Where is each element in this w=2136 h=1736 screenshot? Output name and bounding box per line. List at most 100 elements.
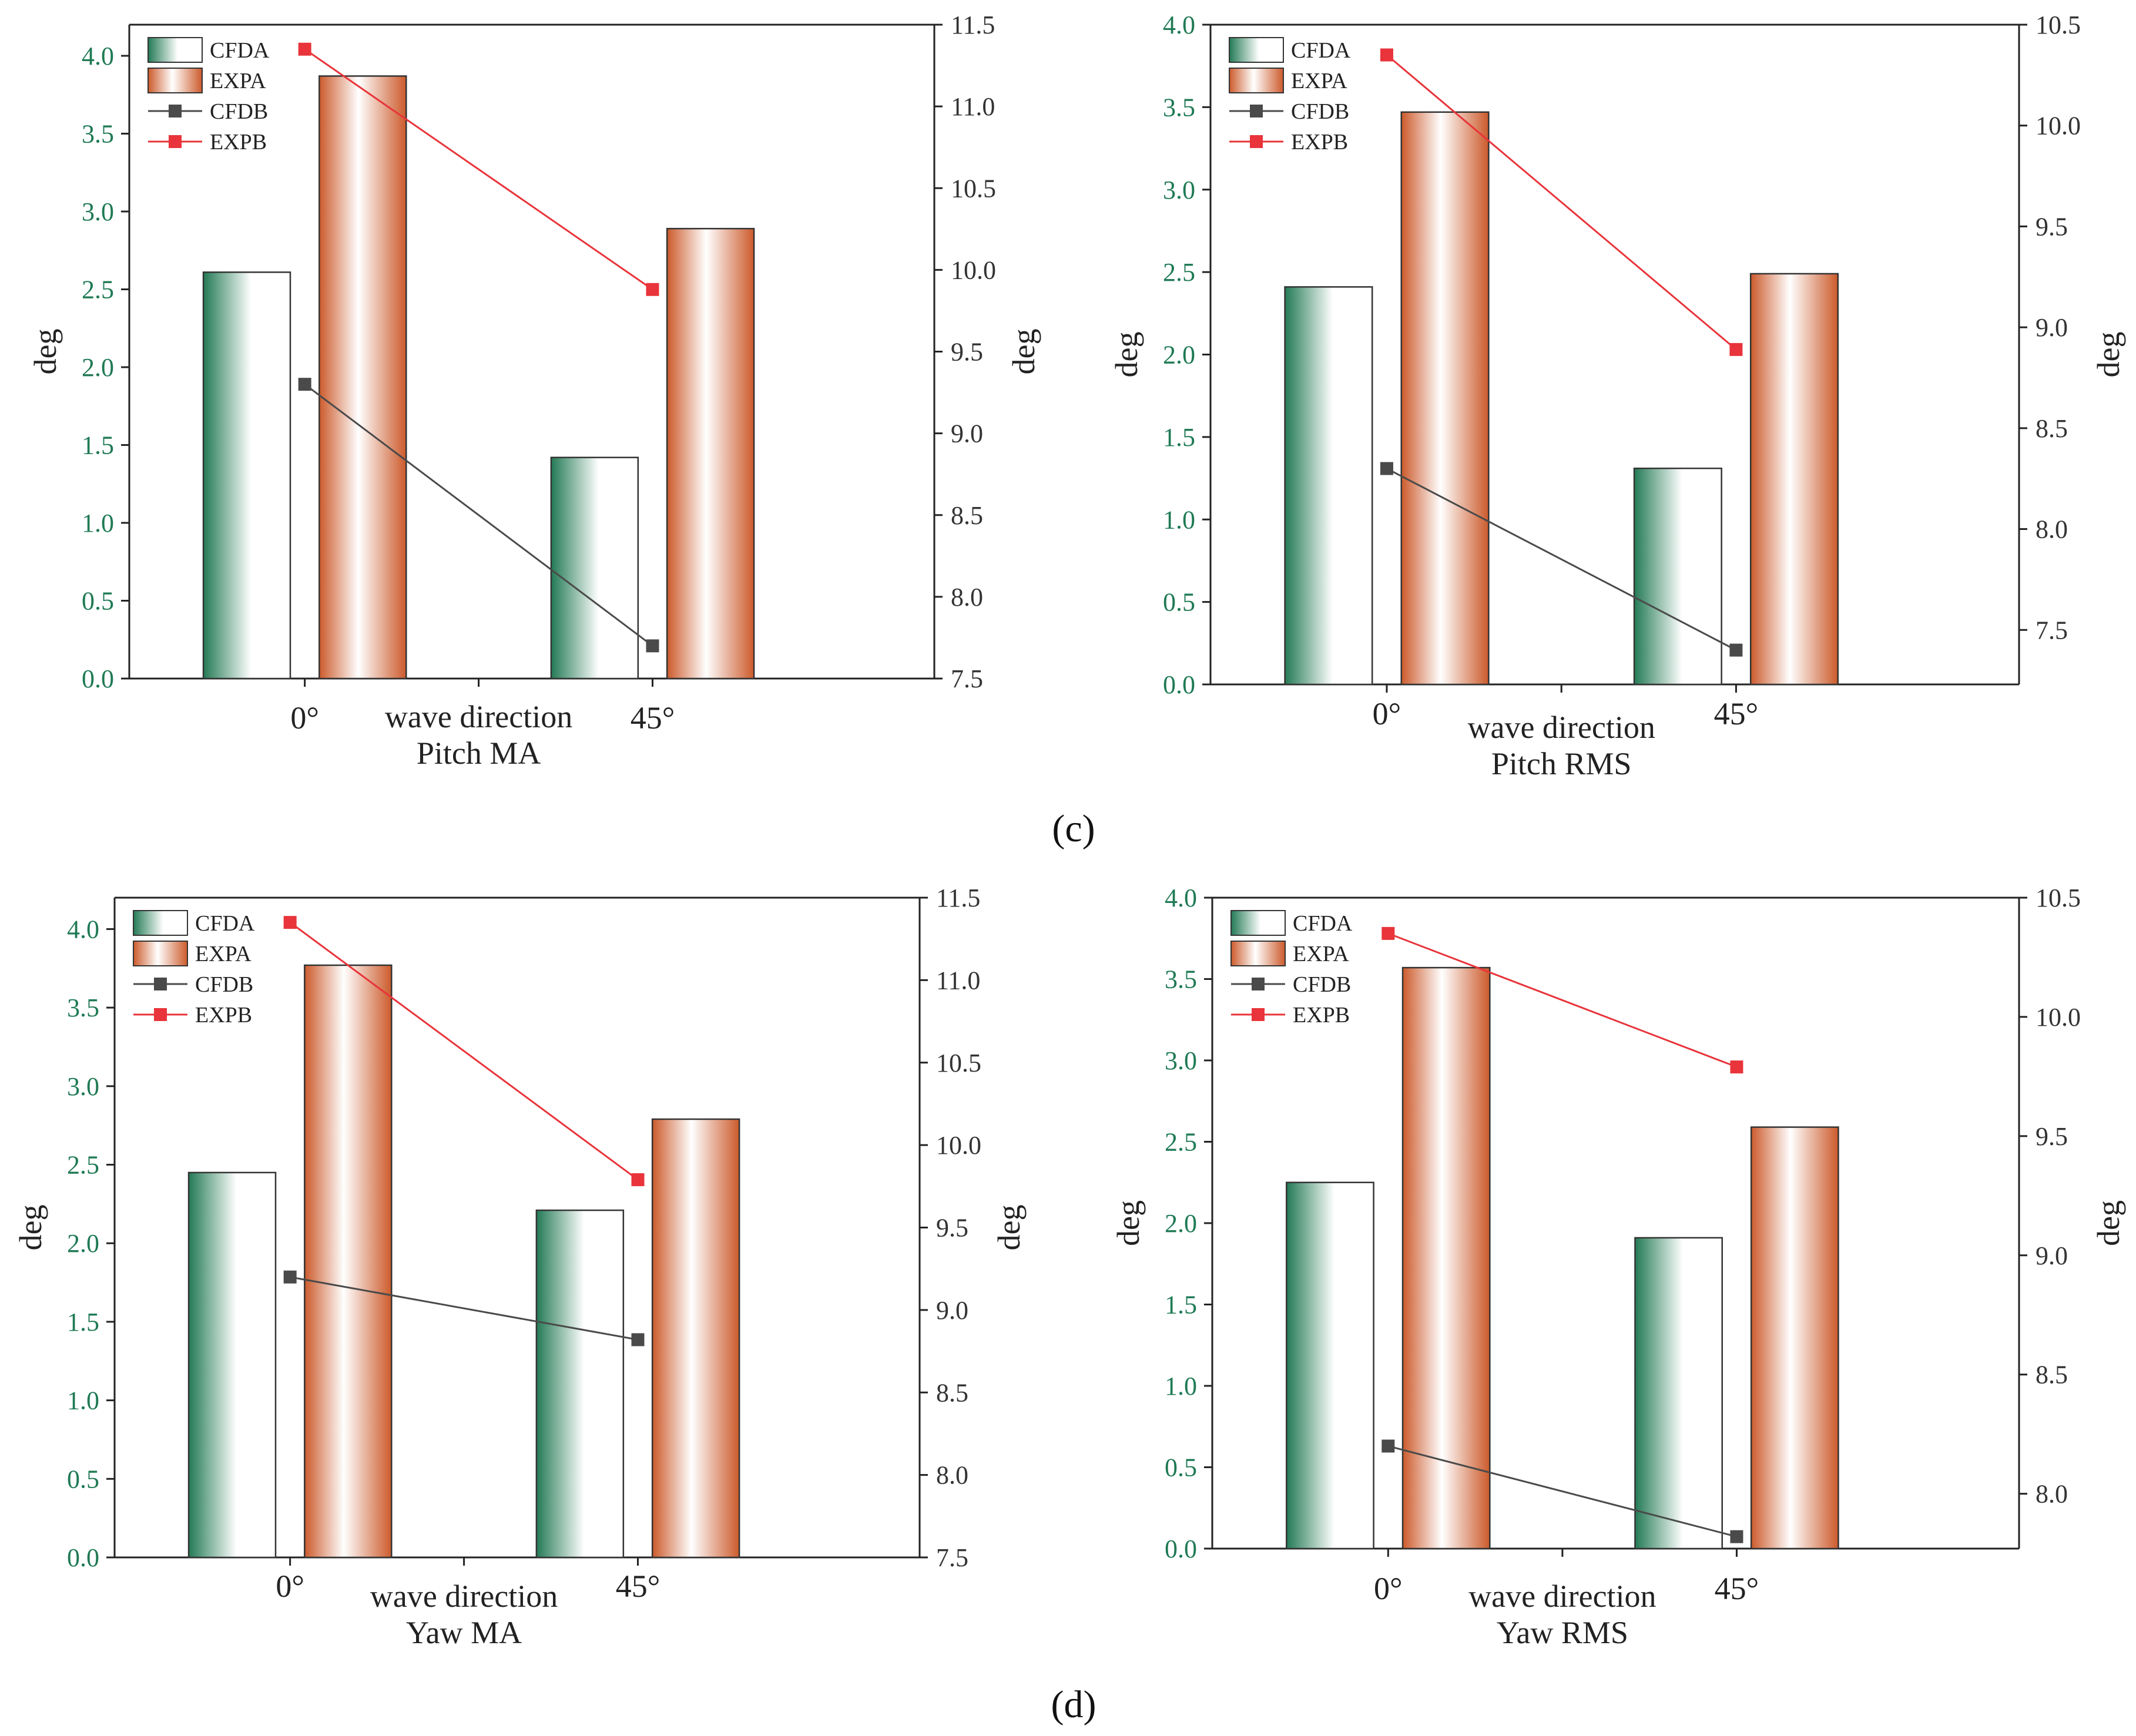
y-axis-title-right: deg xyxy=(1006,329,1041,375)
cfdb-point xyxy=(1729,643,1743,657)
right-tick-label: 9.5 xyxy=(2036,1122,2068,1151)
legend-label-expb: EXPB xyxy=(195,1003,252,1028)
right-tick-label: 9.5 xyxy=(936,1214,968,1243)
left-tick-label: 3.5 xyxy=(1165,965,1197,994)
left-tick-label: 3.5 xyxy=(1163,93,1195,122)
legend-label-cfda: CFDA xyxy=(1291,38,1351,63)
right-tick-label: 8.0 xyxy=(951,583,983,612)
right-tick-label: 9.0 xyxy=(2036,1241,2068,1270)
right-tick-label: 10.0 xyxy=(951,256,996,284)
right-tick-label: 8.5 xyxy=(951,501,983,530)
x-axis-title: wave direction xyxy=(370,1579,558,1614)
legend-swatch-cfda xyxy=(1230,910,1286,936)
category-label: 0° xyxy=(1374,1571,1403,1606)
left-tick-label: 1.5 xyxy=(1163,423,1195,452)
y-axis-title-left: deg xyxy=(1109,332,1144,378)
cfdb-point xyxy=(1730,1530,1743,1543)
left-tick-label: 2.5 xyxy=(67,1151,99,1180)
right-tick-label: 10.0 xyxy=(2036,112,2081,140)
left-tick-label: 0.5 xyxy=(82,587,114,616)
left-tick-label: 1.5 xyxy=(1165,1291,1197,1319)
panel-title: Pitch MA xyxy=(417,736,541,771)
right-tick-label: 7.5 xyxy=(936,1543,968,1572)
panel-title: Yaw RMS xyxy=(1497,1615,1628,1650)
left-tick-label: 2.0 xyxy=(82,353,114,382)
category-label: 45° xyxy=(1715,1571,1759,1606)
panel-pitch-ma: 0.0 0.5 1.0 1.5 2.0 2.5 3.0 3.5 4.0 7.5 8.0 8.5 9.0 9… xyxy=(28,11,1041,771)
legend-label-expb: EXPB xyxy=(1293,1003,1350,1028)
panel-yaw-ma: 0.0 0.5 1.0 1.5 2.0 2.5 3.0 3.5 4.0 7.5 8.0 8.5 9.0 9… xyxy=(13,884,1027,1650)
right-tick-label: 8.0 xyxy=(936,1461,968,1490)
legend-marker-expb xyxy=(154,1008,167,1021)
left-tick-label: 1.5 xyxy=(67,1308,99,1337)
right-tick-label: 10.5 xyxy=(951,174,996,203)
right-tick-label: 11.0 xyxy=(936,966,980,995)
cfda-bar xyxy=(1284,286,1373,686)
legend-label-expb: EXPB xyxy=(1291,130,1348,155)
category-label: 45° xyxy=(616,1569,660,1604)
expb-line xyxy=(1387,932,1737,1068)
right-tick-label: 8.5 xyxy=(936,1378,968,1407)
legend-label-cfda: CFDA xyxy=(1293,911,1353,936)
cfda-bar xyxy=(1634,1237,1723,1550)
legend-label-expa: EXPA xyxy=(210,69,266,93)
legend-swatch-expa xyxy=(133,941,188,966)
legend-marker-cfdb xyxy=(1252,978,1265,990)
expa-bar xyxy=(304,964,393,1559)
left-tick-label: 4.0 xyxy=(1163,11,1195,39)
left-tick-label: 4.0 xyxy=(82,42,114,70)
category-label: 0° xyxy=(1373,696,1401,731)
right-tick-label: 9.5 xyxy=(951,338,983,367)
left-tick-label: 3.0 xyxy=(1165,1046,1197,1075)
cfdb-point xyxy=(283,1270,297,1284)
right-tick-label: 9.0 xyxy=(951,419,983,448)
expa-bar xyxy=(1750,1126,1839,1550)
expa-bar xyxy=(1400,111,1490,686)
expb-point xyxy=(1729,343,1743,356)
x-axis-title: wave direction xyxy=(385,699,572,734)
left-tick-label: 1.5 xyxy=(82,431,114,460)
figure-label-d: (d) xyxy=(1051,1683,1096,1726)
left-tick-label: 2.5 xyxy=(82,276,114,304)
cfdb-point xyxy=(298,378,311,391)
expb-line xyxy=(289,921,639,1181)
cfdb-line xyxy=(1387,1445,1737,1538)
left-tick-label: 3.0 xyxy=(82,197,114,226)
legend-marker-expb xyxy=(1250,135,1263,148)
cfdb-line xyxy=(304,383,653,647)
legend-label-cfda: CFDA xyxy=(195,911,255,936)
cfdb-point xyxy=(631,1333,645,1347)
left-tick-label: 0.0 xyxy=(82,664,114,693)
cfda-bar xyxy=(535,1209,625,1559)
legend-label-expb: EXPB xyxy=(210,130,267,155)
cfda-bar xyxy=(550,456,639,680)
cfda-bar xyxy=(1633,467,1722,686)
right-tick-label: 7.5 xyxy=(2036,616,2068,644)
legend-label-expa: EXPA xyxy=(1293,942,1349,966)
right-tick-label: 10.5 xyxy=(2036,884,2081,912)
right-tick-label: 8.0 xyxy=(2036,1480,2068,1509)
left-tick-label: 1.0 xyxy=(1165,1372,1197,1401)
left-tick-label: 4.0 xyxy=(67,915,99,943)
category-label: 0° xyxy=(290,700,319,736)
left-tick-label: 0.0 xyxy=(1163,670,1195,699)
left-tick-label: 3.5 xyxy=(67,993,99,1022)
right-tick-label: 11.0 xyxy=(951,92,995,121)
right-tick-label: 9.0 xyxy=(2036,313,2068,342)
expa-bar xyxy=(318,75,407,680)
legend-label-expa: EXPA xyxy=(195,942,252,966)
figure-label-c: (c) xyxy=(1052,807,1095,850)
category-label: 0° xyxy=(276,1569,304,1604)
legend-swatch-expa xyxy=(1230,941,1286,966)
right-tick-label: 8.0 xyxy=(2036,515,2068,544)
category-label: 45° xyxy=(1714,696,1759,731)
legend-swatch-expa xyxy=(1229,68,1284,93)
left-tick-label: 4.0 xyxy=(1165,884,1197,912)
left-tick-label: 2.0 xyxy=(67,1229,99,1258)
legend-label-cfdb: CFDB xyxy=(210,99,268,124)
expb-point xyxy=(298,42,311,56)
expb-point xyxy=(1730,1060,1743,1074)
legend-swatch-expa xyxy=(147,68,203,93)
left-tick-label: 2.5 xyxy=(1163,258,1195,287)
